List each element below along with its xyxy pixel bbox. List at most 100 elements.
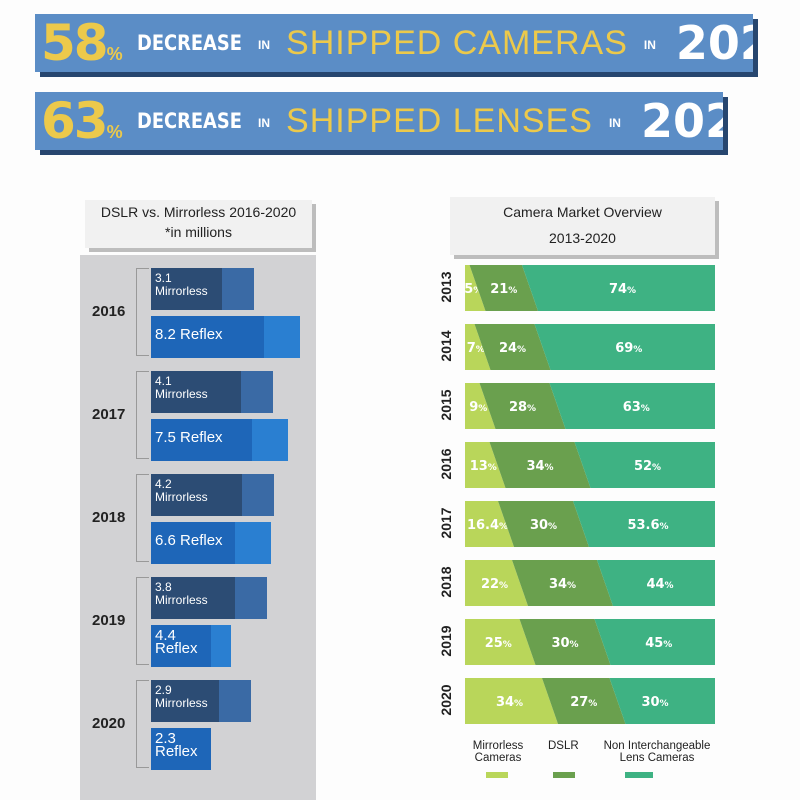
segment-value-label: 52% — [634, 459, 661, 474]
mirrorless-series-name: Mirrorless — [155, 490, 208, 504]
market-year-label: 2015 — [438, 389, 454, 421]
segment-mirrorless — [465, 678, 558, 724]
mirrorless-bar-label: 3.1 Mirrorless — [155, 272, 250, 298]
segment-non-interchangeable — [534, 324, 715, 370]
mirrorless-value: 3.1 — [155, 271, 172, 285]
segment-value-label: 13% — [470, 459, 497, 474]
market-year-label: 2013 — [438, 271, 454, 303]
segment-value-label: 34% — [549, 577, 576, 592]
reflex-series-name: Reflex — [180, 326, 223, 343]
legend-label: Mirrorless Cameras — [472, 740, 524, 764]
segment-value-label: 30% — [530, 518, 557, 533]
banner-subject: SHIPPED CAMERAS — [286, 23, 628, 62]
chart-subtitle: 2013-2020 — [549, 230, 616, 246]
segment-value-label: 25% — [485, 636, 512, 651]
segment-dslr — [474, 324, 551, 370]
segment-value-label: 30% — [551, 636, 578, 651]
reflex-bar: 4.4 Reflex — [151, 625, 232, 667]
chart-title: Camera Market Overview — [503, 204, 662, 220]
reflex-value: 8.2 — [155, 326, 176, 343]
dslr-mirrorless-chart: 2016 3.1 Mirrorless 8.2 Reflex 2017 4.1 Mirror… — [80, 255, 316, 800]
segment-value-label: 9% — [469, 400, 487, 415]
segment-mirrorless — [465, 560, 528, 606]
market-year-label: 2017 — [438, 507, 454, 539]
chart-title: DSLR vs. Mirrorless 2016-2020 — [100, 204, 297, 220]
banner-subject: SHIPPED LENSES — [286, 101, 593, 140]
banner-in-word: IN — [643, 38, 656, 52]
banner-cameras: 58 % DECREASE IN SHIPPED CAMERAS IN 2020 — [35, 14, 753, 72]
banner-percent-sign: % — [106, 43, 123, 64]
segment-dslr — [512, 560, 613, 606]
mirrorless-bar-label: 4.1 Mirrorless — [155, 375, 269, 401]
segment-value-label: 34% — [496, 695, 523, 710]
banner-in-word: IN — [258, 38, 271, 52]
reflex-bar: 7.5 Reflex — [151, 419, 288, 461]
market-year-label: 2019 — [438, 625, 454, 657]
mirrorless-bar: 3.8 Mirrorless — [151, 577, 268, 619]
group-bracket — [136, 577, 149, 665]
reflex-bar-label: 2.3 Reflex — [155, 730, 198, 759]
segment-mirrorless — [465, 619, 536, 665]
mirrorless-bar: 2.9 Mirrorless — [151, 680, 251, 722]
segment-non-interchangeable — [597, 560, 715, 606]
segment-non-interchangeable — [574, 442, 715, 488]
reflex-bar-label: 8.2 Reflex — [155, 320, 296, 343]
mirrorless-series-name: Mirrorless — [155, 593, 208, 607]
year-label: 2016 — [92, 303, 126, 320]
reflex-bar: 6.6 Reflex — [151, 522, 272, 564]
segment-mirrorless — [465, 501, 514, 547]
mirrorless-bar-label: 2.9 Mirrorless — [155, 684, 247, 710]
segment-non-interchangeable — [594, 619, 715, 665]
reflex-value: 4.4 — [155, 627, 176, 644]
legend-swatch — [553, 772, 575, 778]
segment-value-label: 24% — [499, 341, 526, 356]
reflex-bar-label: 7.5 Reflex — [155, 423, 284, 446]
segment-non-interchangeable — [573, 501, 715, 547]
mirrorless-value: 4.2 — [155, 477, 172, 491]
segment-mirrorless — [465, 324, 491, 370]
reflex-bar: 2.3 Reflex — [151, 728, 211, 770]
banner-year: 2020 — [640, 94, 723, 148]
mirrorless-bar: 4.2 Mirrorless — [151, 474, 275, 516]
reflex-series-name: Reflex — [180, 429, 223, 446]
segment-value-label: 30% — [641, 695, 668, 710]
market-year-label: 2014 — [438, 330, 454, 362]
segment-value-label: 5% — [464, 282, 482, 297]
segment-value-label: 21% — [490, 282, 517, 297]
banner-in-word: IN — [608, 116, 621, 130]
segment-dslr — [519, 619, 611, 665]
mirrorless-value: 3.8 — [155, 580, 172, 594]
segment-value-label: 34% — [526, 459, 553, 474]
group-bracket — [136, 371, 149, 459]
group-bracket — [136, 474, 149, 562]
dslr-mirrorless-title-box: DSLR vs. Mirrorless 2016-2020 *in millio… — [85, 200, 312, 248]
banner-number: 58 — [41, 14, 109, 72]
mirrorless-series-name: Mirrorless — [155, 284, 208, 298]
segment-non-interchangeable — [522, 265, 715, 311]
segment-mirrorless — [465, 442, 506, 488]
banner-in-word: IN — [258, 116, 271, 130]
segment-value-label: 63% — [623, 400, 650, 415]
legend-label: Non Interchangeable Lens Cameras — [603, 740, 711, 764]
reflex-value: 6.6 — [155, 532, 176, 549]
segment-dslr — [542, 678, 626, 724]
segment-dslr — [479, 383, 566, 429]
segment-value-label: 74% — [609, 282, 636, 297]
banner-decrease-word: DECREASE — [136, 31, 242, 55]
year-label: 2019 — [92, 612, 126, 629]
banner-number: 63 — [41, 92, 109, 150]
reflex-bar-label: 6.6 Reflex — [155, 526, 267, 549]
market-overview-title-box: Camera Market Overview 2013-2020 — [450, 197, 715, 255]
segment-value-label: 16.4% — [467, 518, 508, 533]
reflex-series-name: Reflex — [155, 743, 198, 760]
reflex-value: 2.3 — [155, 730, 176, 747]
market-year-label: 2018 — [438, 566, 454, 598]
segment-value-label: 45% — [645, 636, 672, 651]
segment-value-label: 69% — [615, 341, 642, 356]
reflex-series-name: Reflex — [155, 640, 198, 657]
banner-year: 2020 — [675, 16, 753, 70]
mirrorless-bar-label: 4.2 Mirrorless — [155, 478, 270, 504]
reflex-series-name: Reflex — [180, 532, 223, 549]
segment-value-label: 28% — [509, 400, 536, 415]
group-bracket — [136, 268, 149, 356]
